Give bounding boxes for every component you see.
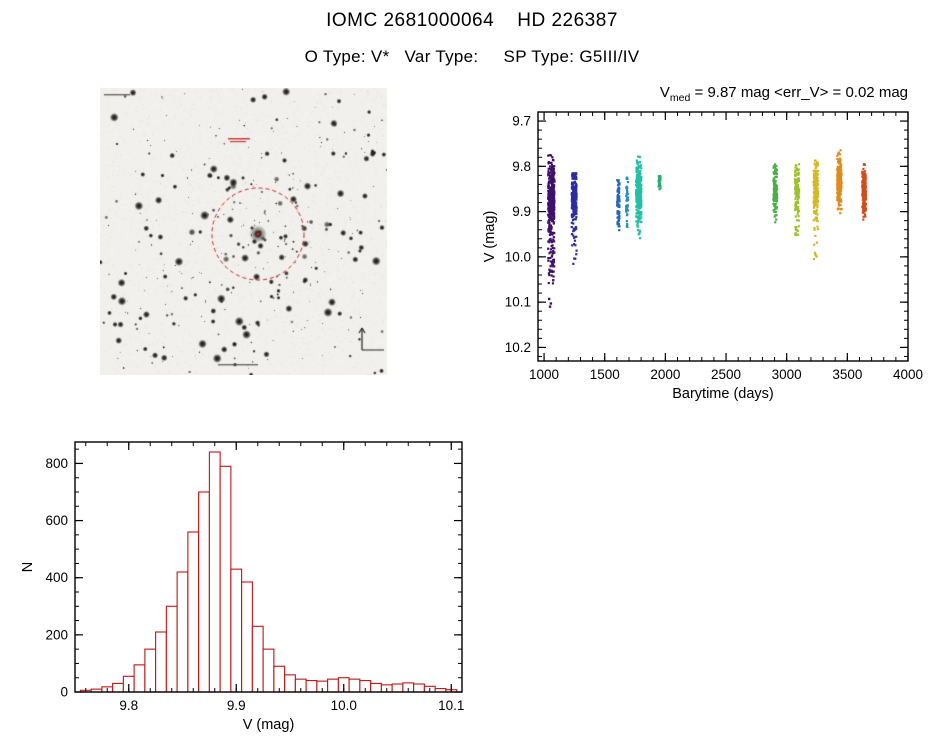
svg-text:9.9: 9.9 bbox=[512, 204, 531, 219]
light-curve-plot: 1000 1500 2000 2500 3000 3500 4000 9.7 9.8 9.9 10.… bbox=[482, 111, 923, 402]
star-field-image bbox=[100, 88, 387, 375]
svg-text:4000: 4000 bbox=[893, 367, 923, 382]
svg-text:9.7: 9.7 bbox=[512, 114, 531, 129]
vmed-subscript: med bbox=[669, 92, 691, 104]
svg-text:V (mag): V (mag) bbox=[243, 717, 295, 733]
vmed-value-text: = 9.87 mag <err_V> = 0.02 mag bbox=[690, 84, 908, 101]
svg-text:200: 200 bbox=[45, 627, 68, 642]
svg-text:10.0: 10.0 bbox=[331, 698, 357, 713]
svg-text:600: 600 bbox=[45, 513, 68, 528]
svg-text:2000: 2000 bbox=[650, 367, 680, 382]
page-title: IOMC 2681000064 HD 226387 bbox=[326, 10, 618, 31]
svg-text:0: 0 bbox=[60, 685, 68, 700]
svg-text:1000: 1000 bbox=[529, 367, 559, 382]
page-subtitle: O Type: V* Var Type: SP Type: G5III/IV bbox=[304, 47, 640, 66]
svg-text:10.0: 10.0 bbox=[505, 249, 531, 264]
svg-text:9.8: 9.8 bbox=[512, 159, 531, 174]
svg-text:N: N bbox=[20, 562, 36, 572]
svg-text:400: 400 bbox=[45, 570, 68, 585]
svg-text:9.8: 9.8 bbox=[119, 698, 138, 713]
svg-text:V (mag): V (mag) bbox=[482, 211, 498, 263]
svg-text:800: 800 bbox=[45, 456, 68, 471]
svg-text:3500: 3500 bbox=[832, 367, 862, 382]
svg-text:10.1: 10.1 bbox=[438, 698, 464, 713]
v-magnitude-histogram: 9.8 9.9 10.0 10.1 0 200 400 600 800 V (mag) N bbox=[20, 441, 464, 733]
finding-chart bbox=[100, 88, 387, 375]
svg-text:10.2: 10.2 bbox=[505, 340, 531, 355]
vmed-symbol: V bbox=[659, 84, 670, 101]
svg-text:3000: 3000 bbox=[772, 367, 802, 382]
svg-text:1500: 1500 bbox=[590, 367, 620, 382]
svg-text:2500: 2500 bbox=[711, 367, 741, 382]
svg-text:9.9: 9.9 bbox=[227, 698, 246, 713]
light-curve-title: Vmed = 9.87 mag <err_V> = 0.02 mag bbox=[480, 84, 908, 104]
svg-text:10.1: 10.1 bbox=[505, 295, 531, 310]
svg-text:Barytime (days): Barytime (days) bbox=[672, 386, 774, 402]
